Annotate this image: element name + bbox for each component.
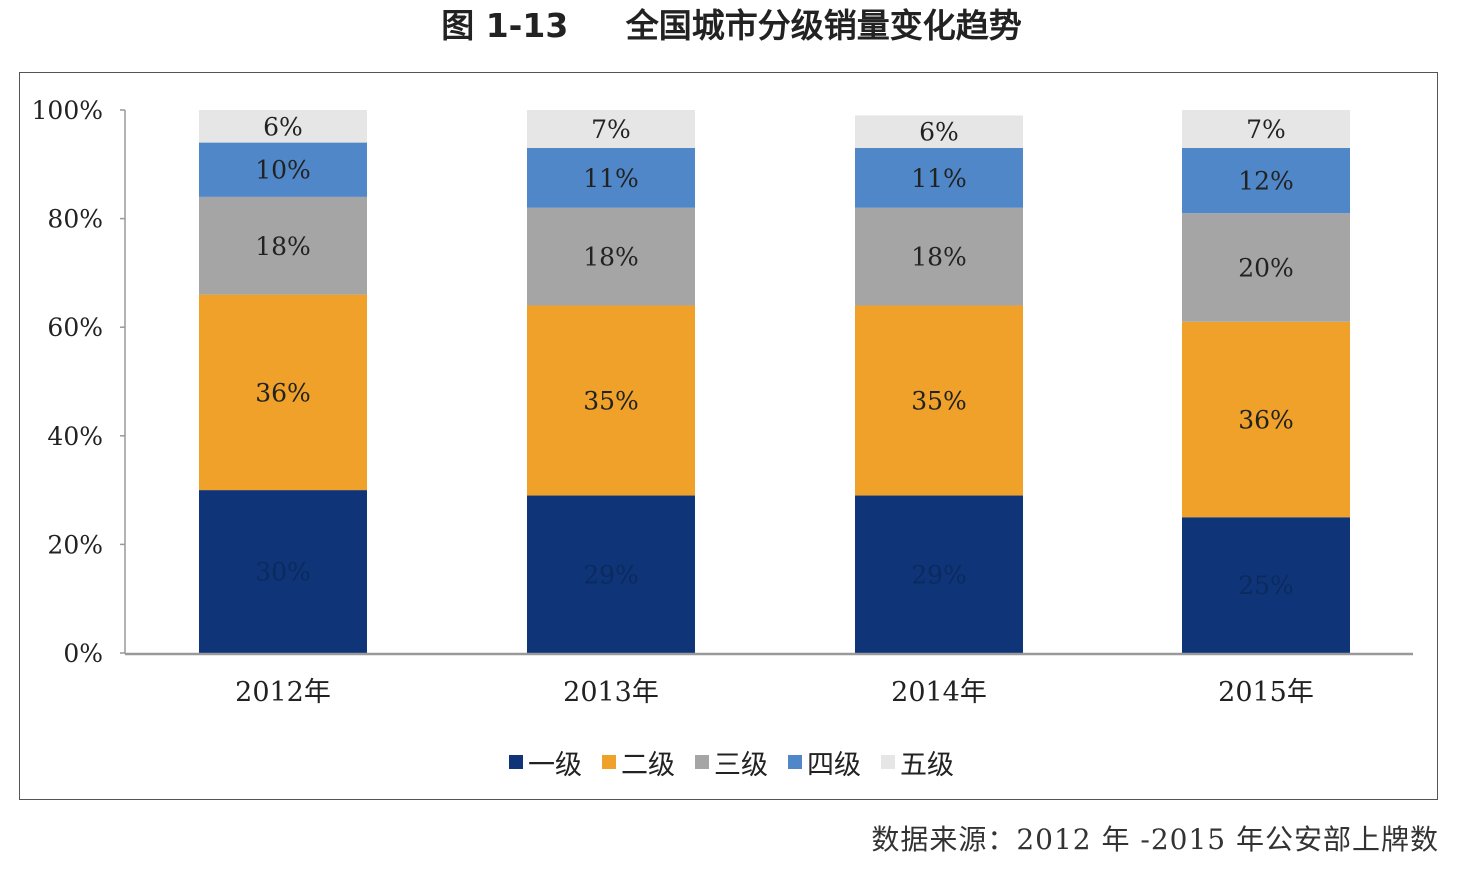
x-tick-label: 2012年 (235, 677, 331, 708)
legend-label: 五级 (900, 749, 954, 781)
data-label: 6% (263, 112, 303, 141)
bar-segment (855, 207, 1023, 306)
bar-segment (855, 148, 1023, 208)
data-label: 11% (911, 164, 967, 193)
x-tick-label: 2014年 (891, 677, 987, 708)
data-label: 36% (255, 378, 311, 407)
bar-segment (1182, 110, 1350, 149)
bar-segment (527, 110, 695, 149)
legend-item: 四级 (788, 743, 861, 782)
data-label: 11% (583, 164, 639, 193)
data-label: 12% (1238, 167, 1294, 196)
bar-segment (855, 115, 1023, 149)
data-label: 29% (583, 560, 639, 589)
x-tick-label: 2013年 (563, 677, 659, 708)
y-tick-label: 100% (32, 96, 103, 125)
data-label: 20% (1238, 253, 1294, 282)
y-tick-label: 0% (63, 639, 103, 668)
legend-label: 三级 (714, 749, 768, 781)
data-label: 18% (255, 232, 311, 261)
data-label: 18% (911, 243, 967, 272)
data-label: 6% (919, 118, 959, 147)
bar-segment (199, 110, 367, 143)
chart-frame (19, 72, 1438, 800)
legend-swatch (881, 755, 895, 769)
y-tick-label: 60% (47, 313, 103, 342)
legend-label: 一级 (528, 749, 582, 781)
y-tick-label: 20% (47, 530, 103, 559)
bar-segment (527, 148, 695, 208)
legend-item: 三级 (695, 743, 768, 782)
data-label: 29% (911, 560, 967, 589)
figure-title: 图 1-13 全国城市分级销量变化趋势 (0, 2, 1463, 50)
legend-swatch (788, 755, 802, 769)
bar-segment (199, 196, 367, 295)
bar-segment (199, 490, 367, 653)
legend-label: 四级 (807, 749, 861, 781)
bar-segment (527, 207, 695, 306)
bar-segment (527, 305, 695, 496)
figure-number: 图 1-13 (441, 6, 569, 45)
bar-segment (1182, 148, 1350, 214)
data-label: 10% (255, 156, 311, 185)
bar-segment (199, 142, 367, 197)
data-label: 25% (1238, 571, 1294, 600)
x-tick-label: 2015年 (1218, 677, 1314, 708)
y-tick-label: 40% (47, 422, 103, 451)
legend-swatch (695, 755, 709, 769)
bar-segment (1182, 321, 1350, 518)
bar-segment (855, 495, 1023, 653)
source-note: 数据来源：2012 年 -2015 年公安部上牌数 (871, 823, 1439, 856)
data-label: 7% (591, 115, 631, 144)
data-label: 7% (1246, 115, 1286, 144)
bar-segment (1182, 213, 1350, 322)
data-label: 18% (583, 243, 639, 272)
figure-title-text: 全国城市分级销量变化趋势 (625, 6, 1022, 45)
bar-segment (1182, 517, 1350, 653)
bar-segment (855, 305, 1023, 496)
bar-segment (199, 294, 367, 491)
legend-item: 二级 (602, 743, 675, 782)
legend-item: 五级 (881, 743, 954, 782)
bar-segment (527, 495, 695, 653)
data-label: 35% (911, 387, 967, 416)
chart-legend: 一级 二级 三级 四级 五级 (0, 740, 1463, 784)
data-label: 30% (255, 558, 311, 587)
data-label: 35% (583, 387, 639, 416)
legend-swatch (509, 755, 523, 769)
legend-swatch (602, 755, 616, 769)
legend-label: 二级 (621, 749, 675, 781)
legend-item: 一级 (509, 743, 582, 782)
y-tick-label: 80% (47, 205, 103, 234)
data-label: 36% (1238, 406, 1294, 435)
